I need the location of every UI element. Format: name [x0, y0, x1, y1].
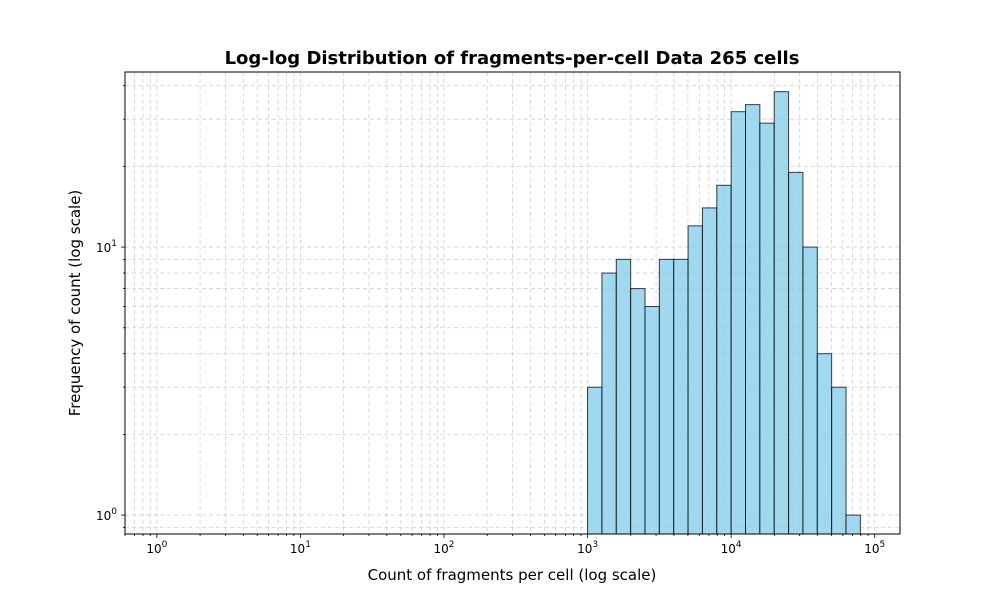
histogram-bar [615, 258, 632, 535]
histogram-bar [816, 353, 833, 535]
histogram-bar [687, 225, 703, 535]
y-tick-label: 101 [96, 239, 117, 255]
x-tick-label: 102 [433, 540, 454, 556]
histogram-bar [773, 91, 790, 535]
x-tick-label: 105 [864, 540, 885, 556]
histogram-bar [644, 306, 660, 535]
ticks-layer: 100 101 102 103 104 105 100 101 [96, 85, 885, 556]
histogram-bar [802, 246, 818, 535]
histogram-bar [845, 514, 861, 535]
chart-title: Log-log Distribution of fragments-per-ce… [225, 48, 800, 69]
x-tick-label: 101 [290, 540, 311, 556]
x-tick-label: 100 [146, 540, 167, 556]
x-tick-label: 103 [577, 540, 598, 556]
x-axis-label: Count of fragments per cell (log scale) [368, 566, 657, 584]
histogram-bar [759, 122, 775, 535]
histogram-bar [587, 386, 603, 535]
histogram-bar [630, 288, 646, 535]
histogram-bar [701, 207, 718, 535]
histogram-bar [716, 184, 732, 535]
histogram-bar [730, 111, 747, 535]
histogram-bar [658, 258, 675, 535]
y-axis-label: Frequency of count (log scale) [66, 190, 84, 417]
histogram-bar [788, 171, 804, 535]
histogram-bar [831, 386, 847, 535]
histogram-bar [745, 104, 761, 535]
bars-layer [587, 91, 861, 535]
y-tick-label: 100 [96, 507, 117, 523]
x-tick-label: 104 [721, 540, 742, 556]
histogram-bar [601, 272, 617, 535]
histogram-bar [673, 258, 689, 535]
